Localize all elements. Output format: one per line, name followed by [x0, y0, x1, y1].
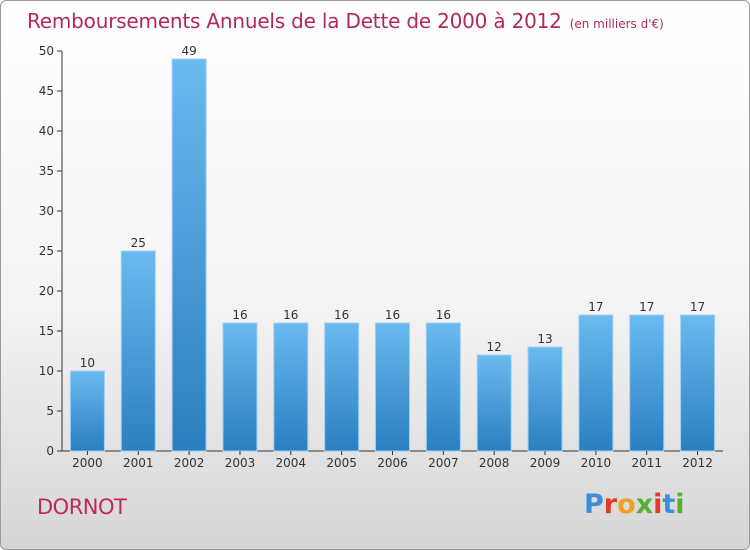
- bar: [324, 322, 360, 452]
- logo-letter: P: [584, 489, 604, 520]
- chart-title-text: Remboursements Annuels de la Dette de 20…: [27, 9, 562, 33]
- bar: [273, 322, 309, 452]
- y-tick-label: 25: [39, 244, 54, 258]
- x-tick-label: 2008: [479, 456, 510, 470]
- bar: [375, 322, 410, 452]
- bar-value-label: 17: [690, 300, 705, 314]
- place-name: DORNOT: [37, 495, 127, 519]
- x-tick-label: 2006: [377, 456, 408, 470]
- bar-value-label: 17: [639, 300, 654, 314]
- logo-letter: r: [603, 489, 618, 520]
- bar: [578, 314, 614, 452]
- bar-value-label: 16: [232, 308, 247, 322]
- bar-value-label: 10: [80, 356, 95, 370]
- bar: [629, 314, 665, 452]
- bar-value-label: 16: [283, 308, 298, 322]
- bar: [120, 250, 156, 452]
- x-tick-label: 2009: [530, 456, 561, 470]
- bar-value-label: 49: [181, 44, 196, 58]
- x-tick-label: 2000: [72, 456, 103, 470]
- bar: [680, 314, 716, 452]
- y-tick-label: 45: [39, 84, 54, 98]
- bar-value-label: 13: [537, 332, 552, 346]
- x-tick-label: 2010: [581, 456, 612, 470]
- x-tick-label: 2012: [682, 456, 713, 470]
- logo-letter: i: [653, 489, 663, 520]
- y-tick-label: 40: [39, 124, 54, 138]
- bar: [425, 322, 461, 452]
- bar-value-label: 16: [334, 308, 349, 322]
- x-tick-label: 2007: [428, 456, 459, 470]
- y-tick-label: 5: [46, 404, 54, 418]
- y-tick-label: 15: [39, 324, 54, 338]
- y-tick-label: 20: [39, 284, 54, 298]
- bar: [69, 370, 105, 452]
- y-tick-label: 30: [39, 204, 54, 218]
- bar-value-label: 12: [487, 340, 502, 354]
- bar-value-label: 16: [436, 308, 451, 322]
- bar-value-label: 25: [131, 236, 146, 250]
- x-tick-label: 2004: [276, 456, 307, 470]
- bar-value-label: 16: [385, 308, 400, 322]
- y-tick-label: 50: [39, 44, 54, 58]
- chart-subtitle: (en milliers d'€): [569, 17, 664, 31]
- x-tick-label: 2011: [631, 456, 662, 470]
- bar: [171, 58, 207, 452]
- logo-letter: t: [662, 489, 676, 520]
- y-tick-label: 35: [39, 164, 54, 178]
- bar-value-label: 17: [588, 300, 603, 314]
- y-tick-label: 0: [46, 444, 54, 458]
- chart-title: Remboursements Annuels de la Dette de 20…: [27, 9, 664, 33]
- y-tick-label: 10: [39, 364, 54, 378]
- logo-letter: x: [635, 489, 654, 520]
- bar: [527, 346, 563, 452]
- x-tick-label: 2001: [123, 456, 154, 470]
- logo-letter: i: [675, 489, 685, 520]
- bar: [222, 322, 258, 452]
- logo-letter: o: [617, 489, 636, 520]
- x-tick-label: 2003: [225, 456, 256, 470]
- bar: [476, 354, 512, 452]
- proxiti-logo[interactable]: Proxiti: [584, 489, 685, 520]
- x-tick-label: 2005: [326, 456, 357, 470]
- x-tick-label: 2002: [174, 456, 205, 470]
